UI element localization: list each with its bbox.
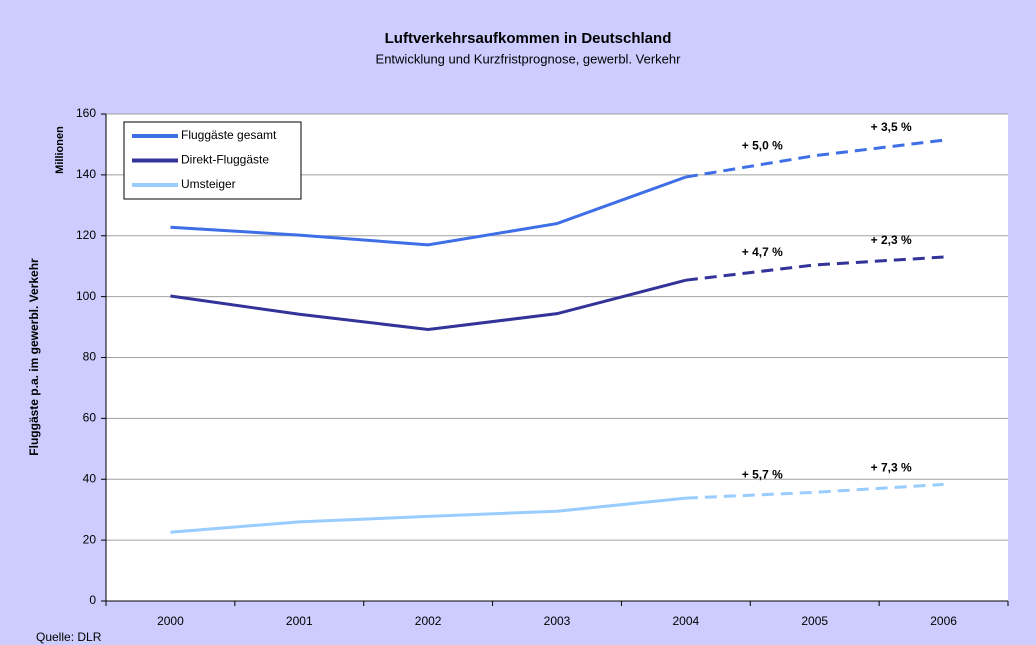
y-axis-label: Fluggäste p.a. im gewerbl. Verkehr xyxy=(27,258,41,456)
forecast-line xyxy=(685,482,944,500)
legend-label: Umsteiger xyxy=(181,177,236,191)
growth-annotation: + 4,7 % xyxy=(742,245,783,259)
y-tick-label: 80 xyxy=(83,350,97,364)
growth-annotation: + 5,7 % xyxy=(742,467,783,481)
y-unit-label: Millionen xyxy=(54,126,66,174)
x-tick-label: 2005 xyxy=(801,614,828,628)
y-tick-label: 0 xyxy=(89,593,96,607)
growth-annotation: + 5,0 % xyxy=(742,139,783,153)
forecast-line xyxy=(685,138,944,179)
growth-annotation: + 3,5 % xyxy=(871,120,912,134)
x-tick-label: 2003 xyxy=(544,614,571,628)
y-tick-label: 160 xyxy=(76,106,96,120)
series-line xyxy=(170,278,687,332)
x-tick-label: 2002 xyxy=(415,614,442,628)
y-tick-label: 60 xyxy=(83,411,97,425)
y-tick-label: 40 xyxy=(83,471,97,485)
x-tick-label: 2006 xyxy=(930,614,957,628)
legend-label: Direkt-Fluggäste xyxy=(181,153,269,167)
series-line xyxy=(170,496,687,534)
y-tick-label: 100 xyxy=(76,289,96,303)
x-tick-label: 2004 xyxy=(673,614,700,628)
legend-label: Fluggäste gesamt xyxy=(181,128,277,142)
x-tick-label: 2001 xyxy=(286,614,313,628)
source: Quelle: DLR xyxy=(36,630,102,644)
series-line xyxy=(170,175,687,247)
chart-title: Luftverkehrsaufkommen in Deutschland xyxy=(385,30,672,47)
growth-annotation: + 2,3 % xyxy=(871,233,912,247)
y-tick-label: 120 xyxy=(76,228,96,242)
y-tick-label: 140 xyxy=(76,167,96,181)
y-tick-label: 20 xyxy=(83,532,97,546)
x-tick-label: 2000 xyxy=(157,614,184,628)
chart-subtitle: Entwicklung und Kurzfristprognose, gewer… xyxy=(376,51,682,66)
growth-annotation: + 7,3 % xyxy=(871,461,912,475)
forecast-line xyxy=(685,255,944,282)
